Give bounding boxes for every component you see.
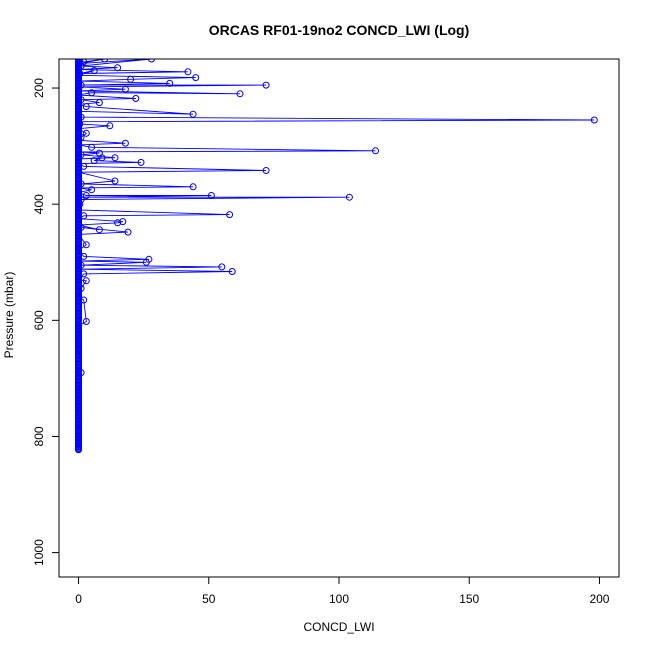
data-point (262, 167, 270, 174)
data-point (90, 67, 98, 75)
x-axis-label: CONCD_LWI (303, 620, 374, 634)
data-point (114, 219, 122, 227)
x-tick-label: 150 (459, 592, 479, 606)
data-point (111, 177, 119, 185)
data-point (372, 147, 379, 155)
data-point (95, 99, 103, 107)
data-point (98, 154, 106, 162)
data-point (228, 268, 236, 275)
data-point (114, 64, 122, 72)
data-point (111, 154, 119, 162)
data-point (184, 68, 192, 76)
data-point (345, 193, 353, 201)
data-point (82, 241, 90, 249)
data-point (166, 79, 174, 87)
data-point (132, 95, 140, 102)
data-point (142, 258, 150, 266)
data-point (82, 103, 90, 111)
data-point (82, 277, 90, 285)
x-tick-label: 200 (589, 592, 609, 606)
data-point (101, 59, 109, 63)
data-point (189, 183, 197, 191)
x-tick-label: 100 (329, 592, 349, 606)
data-point (262, 81, 270, 89)
data-point (148, 59, 155, 63)
data-point (121, 139, 129, 147)
chart-title: ORCAS RF01-19no2 CONCD_LWI (Log) (209, 22, 470, 38)
y-tick-label: 200 (32, 78, 46, 98)
data-point (90, 157, 98, 165)
data-point (106, 122, 114, 130)
y-tick-label: 1000 (32, 539, 46, 566)
data-point (82, 129, 90, 137)
data-point (88, 89, 96, 97)
data-point (88, 143, 96, 151)
plot-frame (58, 58, 620, 578)
y-tick-label: 800 (32, 426, 46, 446)
data-point (119, 218, 127, 226)
data-point (236, 90, 244, 98)
data-point (75, 445, 82, 453)
data-point (82, 192, 90, 199)
series-line (76, 59, 595, 450)
plot-area (75, 59, 598, 454)
data-point (88, 186, 96, 194)
x-axis: 0 50 100 150 200 (75, 577, 610, 606)
y-axis-label: Pressure (mbar) (2, 272, 16, 359)
y-axis: 200 400 600 800 1000 (32, 78, 59, 566)
data-point (82, 318, 90, 325)
data-point (207, 192, 215, 199)
data-point (137, 158, 145, 166)
y-tick-label: 600 (32, 310, 46, 330)
data-point (124, 228, 132, 236)
data-point (95, 226, 103, 234)
y-tick-label: 400 (32, 194, 46, 214)
data-point (590, 116, 598, 124)
data-point (226, 211, 234, 219)
data-point (127, 75, 135, 83)
data-point (218, 263, 226, 271)
data-point (189, 110, 197, 118)
x-tick-label: 50 (202, 592, 216, 606)
data-point (121, 85, 129, 93)
data-point (192, 74, 200, 82)
x-tick-label: 0 (75, 592, 82, 606)
